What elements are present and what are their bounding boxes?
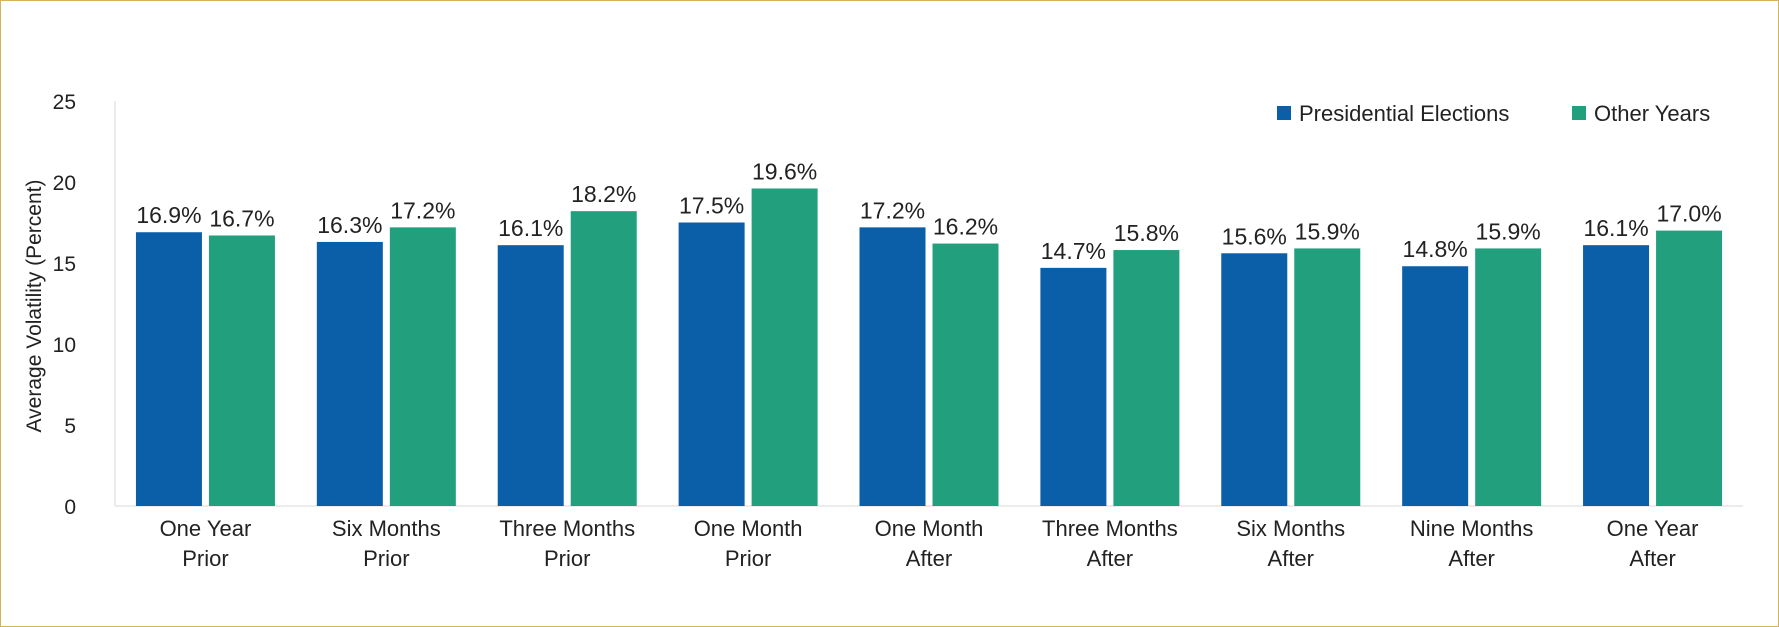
bars-group — [135, 188, 1723, 507]
bar-presidential-elections — [497, 245, 564, 506]
data-label: 16.1% — [498, 215, 563, 241]
bar-other-years — [751, 188, 818, 507]
bar-presidential-elections — [1402, 266, 1469, 506]
data-labels-group: 16.9% 16.7% 16.3% 17.2% 16.1% 18.2% 17.5% 19.6%… — [136, 158, 1721, 263]
bar-presidential-elections — [1040, 267, 1107, 506]
data-label: 17.0% — [1656, 201, 1721, 227]
bar-other-years — [208, 235, 275, 506]
y-tick-label: 10 — [53, 334, 76, 357]
x-category-label: One Year — [1607, 516, 1699, 541]
y-axis-title: Average Volatility (Percent) — [23, 180, 46, 433]
data-label: 16.1% — [1583, 215, 1648, 241]
legend-swatch — [1572, 106, 1586, 120]
x-category-label: After — [906, 546, 952, 571]
bar-other-years — [932, 243, 999, 506]
data-label: 16.2% — [933, 214, 998, 240]
x-category-label: Prior — [182, 546, 228, 571]
x-category-label: After — [1629, 546, 1675, 571]
data-label: 15.9% — [1476, 218, 1541, 244]
data-label: 19.6% — [752, 158, 817, 184]
legend-swatch — [1277, 106, 1291, 120]
x-category-label: One Year — [160, 516, 252, 541]
y-tick-label: 20 — [53, 172, 76, 195]
data-label: 15.8% — [1114, 220, 1179, 246]
bar-other-years — [570, 211, 637, 506]
data-label: 16.9% — [136, 202, 201, 228]
data-label: 17.2% — [860, 197, 925, 223]
data-label: 17.5% — [679, 193, 744, 219]
bar-presidential-elections — [678, 222, 745, 506]
x-category-label: After — [1087, 546, 1133, 571]
bar-other-years — [1113, 250, 1180, 506]
bar-presidential-elections — [859, 227, 926, 507]
axes: 0 5 10 15 20 25 — [53, 91, 1743, 519]
bar-presidential-elections — [316, 241, 383, 506]
bar-other-years — [1475, 248, 1542, 507]
data-label: 18.2% — [571, 181, 636, 207]
y-tick-label: 5 — [64, 415, 76, 438]
x-category-label: Prior — [363, 546, 409, 571]
x-category-label: After — [1268, 546, 1314, 571]
x-category-label: Prior — [544, 546, 590, 571]
data-label: 15.9% — [1295, 218, 1360, 244]
data-label: 14.8% — [1403, 236, 1468, 262]
data-label: 16.3% — [317, 212, 382, 238]
bar-other-years — [389, 227, 456, 507]
x-category-label: After — [1448, 546, 1494, 571]
category-labels-group: One Year Prior Six Months Prior Three Months… — [160, 516, 1699, 571]
x-category-label: Prior — [725, 546, 771, 571]
y-tick-label: 15 — [53, 253, 76, 276]
x-category-label: Six Months — [1236, 516, 1345, 541]
legend-label: Presidential Elections — [1299, 101, 1509, 126]
legend-label: Other Years — [1594, 101, 1710, 126]
x-category-label: One Month — [875, 516, 984, 541]
x-category-label: Six Months — [332, 516, 441, 541]
bar-presidential-elections — [1221, 253, 1288, 506]
x-category-label: Three Months — [499, 516, 635, 541]
data-label: 14.7% — [1041, 238, 1106, 264]
x-category-label: One Month — [694, 516, 803, 541]
data-label: 17.2% — [390, 197, 455, 223]
data-label: 16.7% — [209, 205, 274, 231]
bar-presidential-elections — [135, 232, 202, 506]
bar-presidential-elections — [1583, 245, 1650, 506]
x-category-label: Three Months — [1042, 516, 1178, 541]
x-category-label: Nine Months — [1410, 516, 1534, 541]
y-tick-label: 25 — [53, 91, 76, 114]
bar-other-years — [1656, 230, 1723, 506]
y-tick-label: 0 — [64, 496, 76, 519]
data-label: 15.6% — [1222, 223, 1287, 249]
bar-other-years — [1294, 248, 1361, 507]
legend: Presidential Elections Other Years — [1277, 101, 1710, 126]
